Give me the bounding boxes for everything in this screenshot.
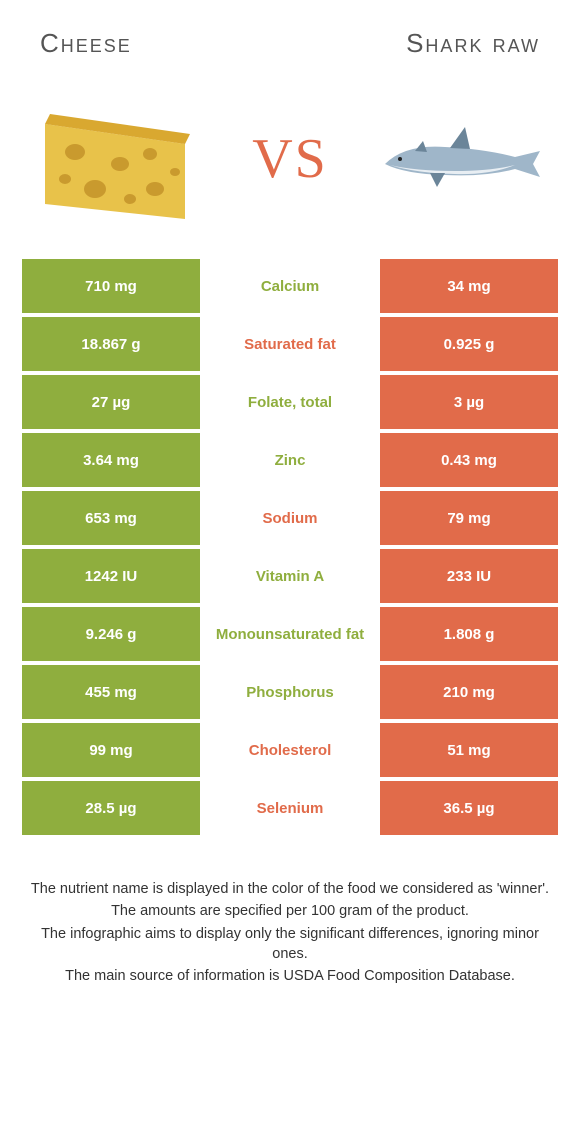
nutrient-row: 653 mgSodium79 mg (22, 491, 558, 549)
nutrient-name: Saturated fat (200, 317, 380, 371)
nutrient-row: 99 mgCholesterol51 mg (22, 723, 558, 781)
right-value: 36.5 µg (380, 781, 558, 835)
footer-line: The nutrient name is displayed in the co… (28, 879, 552, 899)
shark-icon (375, 119, 545, 199)
footer-notes: The nutrient name is displayed in the co… (0, 839, 580, 986)
left-value: 9.246 g (22, 607, 200, 661)
right-value: 51 mg (380, 723, 558, 777)
nutrient-name: Folate, total (200, 375, 380, 429)
right-value: 0.43 mg (380, 433, 558, 487)
left-value: 99 mg (22, 723, 200, 777)
vs-label: VS (252, 127, 328, 191)
right-value: 3 µg (380, 375, 558, 429)
left-food-title: Cheese (40, 28, 132, 59)
right-value: 210 mg (380, 665, 558, 719)
header: Cheese Shark raw (0, 0, 580, 69)
nutrient-row: 1242 IUVitamin A233 IU (22, 549, 558, 607)
nutrient-table: 710 mgCalcium34 mg18.867 gSaturated fat0… (22, 259, 558, 839)
left-value: 1242 IU (22, 549, 200, 603)
nutrient-row: 28.5 µgSelenium36.5 µg (22, 781, 558, 839)
cheese-icon (35, 94, 205, 224)
nutrient-row: 9.246 gMonounsaturated fat1.808 g (22, 607, 558, 665)
right-food-title: Shark raw (406, 28, 540, 59)
nutrient-name: Zinc (200, 433, 380, 487)
nutrient-name: Selenium (200, 781, 380, 835)
right-value: 0.925 g (380, 317, 558, 371)
footer-line: The amounts are specified per 100 gram o… (28, 901, 552, 921)
right-value: 79 mg (380, 491, 558, 545)
vs-row: VS (0, 69, 580, 259)
nutrient-name: Vitamin A (200, 549, 380, 603)
right-value: 1.808 g (380, 607, 558, 661)
nutrient-name: Cholesterol (200, 723, 380, 777)
right-value: 233 IU (380, 549, 558, 603)
nutrient-name: Calcium (200, 259, 380, 313)
nutrient-row: 18.867 gSaturated fat0.925 g (22, 317, 558, 375)
footer-line: The main source of information is USDA F… (28, 966, 552, 986)
left-value: 710 mg (22, 259, 200, 313)
nutrient-name: Monounsaturated fat (200, 607, 380, 661)
left-value: 653 mg (22, 491, 200, 545)
left-value: 3.64 mg (22, 433, 200, 487)
left-value: 27 µg (22, 375, 200, 429)
right-value: 34 mg (380, 259, 558, 313)
nutrient-row: 455 mgPhosphorus210 mg (22, 665, 558, 723)
nutrient-row: 710 mgCalcium34 mg (22, 259, 558, 317)
cheese-image (30, 89, 210, 229)
left-value: 455 mg (22, 665, 200, 719)
nutrient-name: Sodium (200, 491, 380, 545)
left-value: 28.5 µg (22, 781, 200, 835)
footer-line: The infographic aims to display only the… (28, 924, 552, 965)
left-value: 18.867 g (22, 317, 200, 371)
nutrient-name: Phosphorus (200, 665, 380, 719)
nutrient-row: 27 µgFolate, total3 µg (22, 375, 558, 433)
nutrient-row: 3.64 mgZinc0.43 mg (22, 433, 558, 491)
shark-image (370, 89, 550, 229)
